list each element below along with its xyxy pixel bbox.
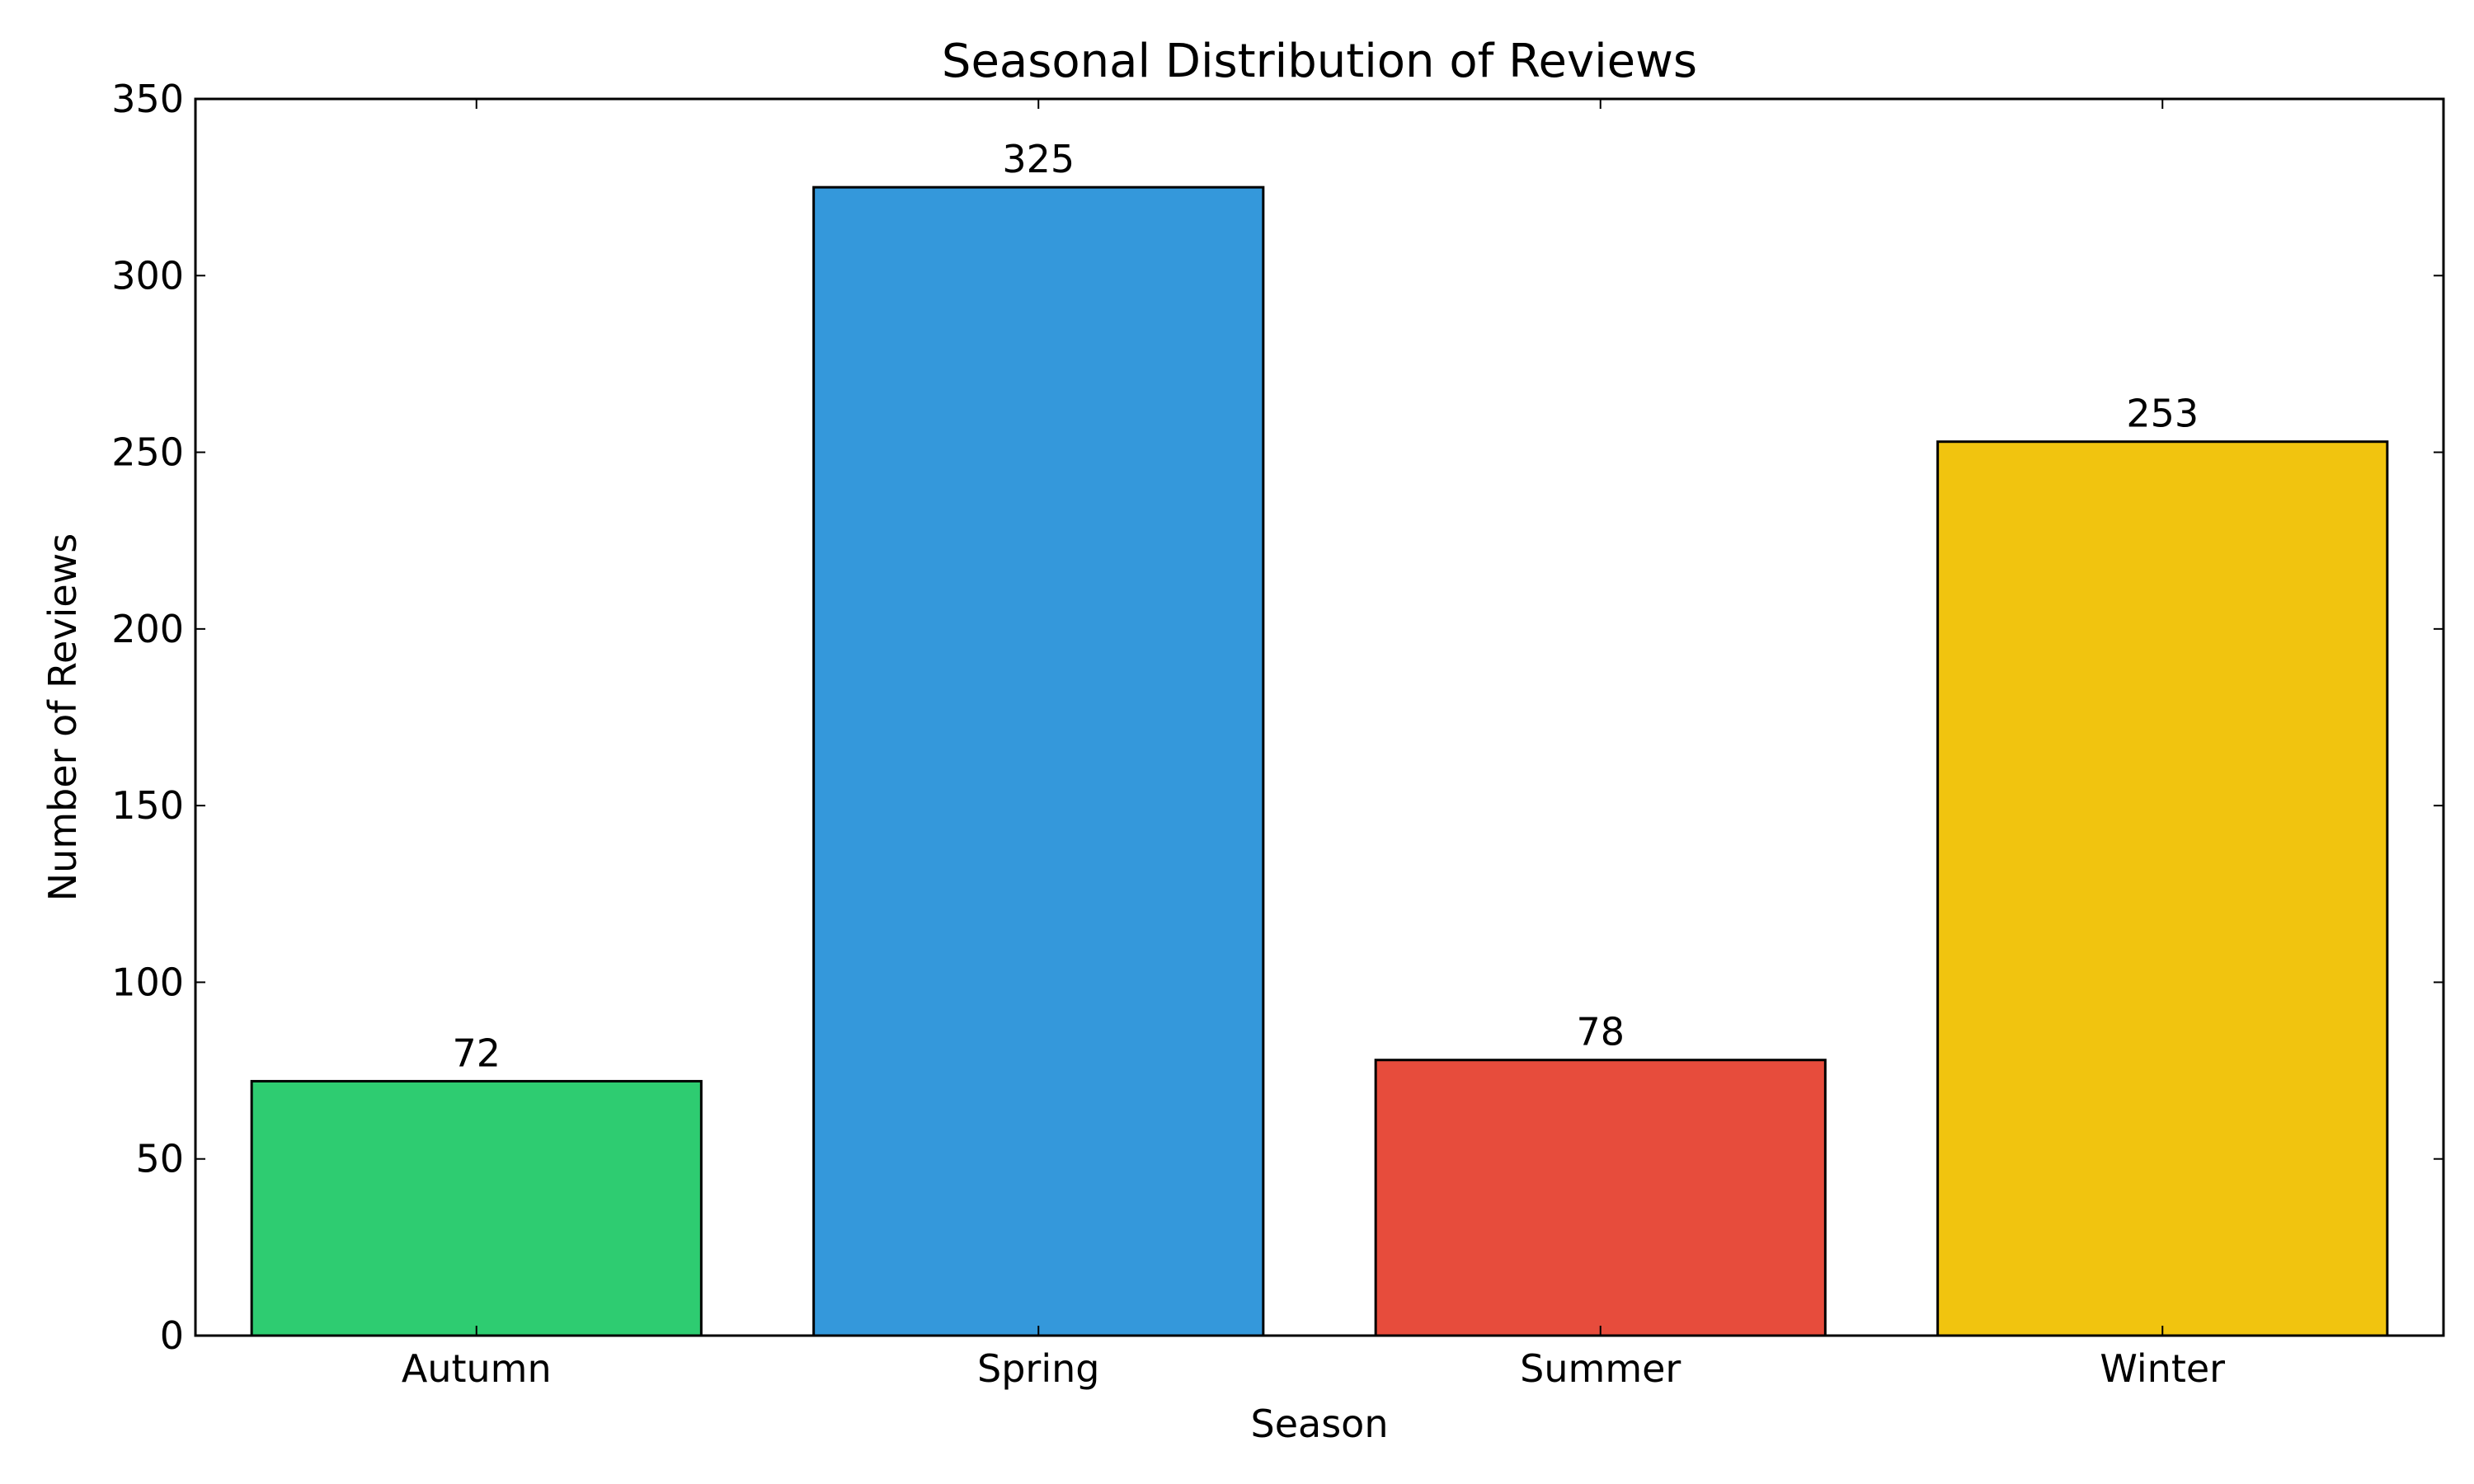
chart-title: Seasonal Distribution of Reviews (942, 35, 1697, 88)
y-tick-label: 100 (111, 960, 184, 1004)
data-label-summer: 78 (1576, 1010, 1625, 1054)
bars-layer (250, 186, 2389, 1337)
x-tick-label-spring: Spring (977, 1346, 1099, 1391)
y-tick-label: 0 (160, 1313, 184, 1358)
y-tick-label: 250 (111, 430, 184, 475)
bar-summer (1374, 1059, 1827, 1337)
x-axis-label: Season (1251, 1402, 1389, 1446)
y-tick-label: 200 (111, 607, 184, 651)
data-label-spring: 325 (1002, 137, 1075, 181)
y-tick-label: 150 (111, 783, 184, 828)
x-tick-label-autumn: Autumn (402, 1346, 552, 1391)
y-axis-label: Number of Reviews (40, 533, 85, 901)
bar-winter (1936, 440, 2389, 1337)
x-axis-ticks: Autumn Spring Summer Winter (402, 99, 2225, 1391)
y-tick-label: 350 (111, 77, 184, 121)
bar-autumn (250, 1079, 703, 1337)
y-tick-label: 50 (135, 1137, 184, 1181)
x-tick-label-summer: Summer (1520, 1346, 1681, 1391)
bar-spring (812, 186, 1265, 1337)
x-tick-label-winter: Winter (2100, 1346, 2225, 1391)
data-label-winter: 253 (2126, 392, 2199, 436)
data-labels-layer: 72 325 78 253 (452, 137, 2199, 1075)
data-label-autumn: 72 (452, 1031, 501, 1075)
y-tick-label: 300 (111, 253, 184, 298)
plot-frame (194, 97, 2445, 1337)
y-axis-ticks: 0 50 100 150 200 250 300 350 (111, 77, 2443, 1358)
